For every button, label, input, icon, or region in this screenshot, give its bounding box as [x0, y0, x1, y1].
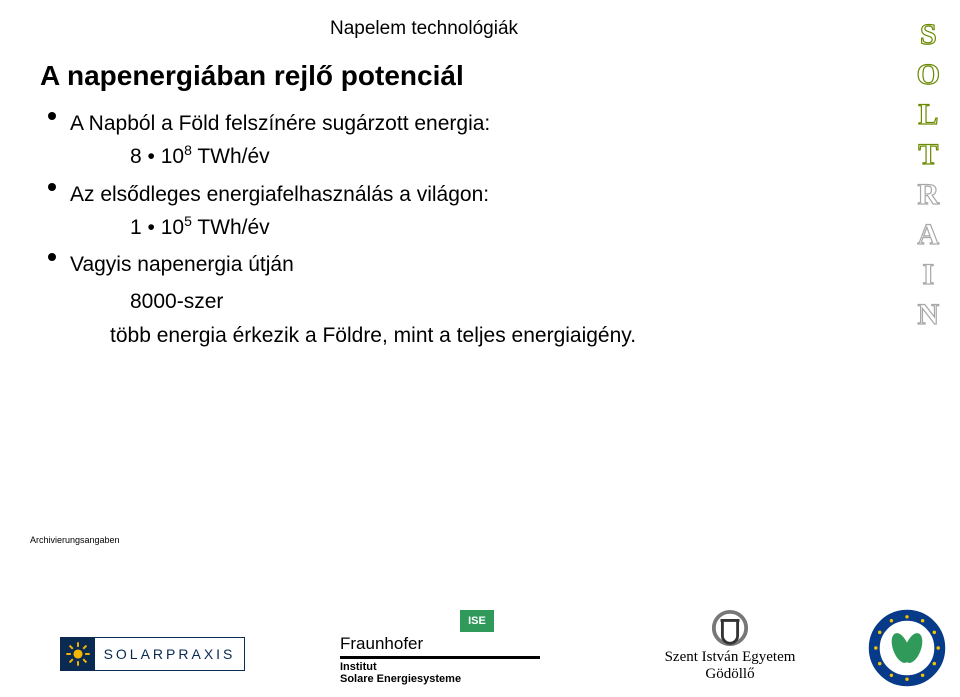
- pretitle: Napelem technológiák: [330, 18, 518, 40]
- brand-letter: O: [917, 58, 940, 92]
- f1-base: 8 • 10: [130, 145, 184, 168]
- solarpraxis-logo: SOLARPRAXIS: [60, 637, 245, 671]
- sun-icon: [61, 638, 95, 670]
- brand-letter: T: [918, 138, 938, 172]
- f1-exp: 8: [184, 142, 192, 158]
- university-block: Szent István Egyetem Gödöllő: [640, 609, 820, 683]
- bullet-3: Vagyis napenergia útján: [70, 251, 750, 278]
- f2-exp: 5: [184, 213, 192, 229]
- f2-unit: TWh/év: [192, 216, 270, 239]
- fraunhofer-sub1: Institut: [340, 661, 560, 673]
- f1-unit: TWh/év: [192, 145, 270, 168]
- fraunhofer-bar: [340, 656, 540, 659]
- closing-line: több energia érkezik a Földre, mint a te…: [110, 322, 750, 349]
- sun-svg: [65, 641, 91, 667]
- bullet-2: Az elsődleges energiafelhasználás a vilá…: [70, 181, 750, 208]
- brand-letter: A: [917, 218, 939, 252]
- ise-tag: ISE: [460, 610, 494, 632]
- university-line2: Gödöllő: [640, 666, 820, 683]
- f2-base: 1 • 10: [130, 216, 184, 239]
- formula-2: 1 • 105 TWh/év: [130, 212, 750, 241]
- bullet-1: A Napból a Föld felszínére sugárzott ene…: [70, 110, 750, 137]
- emphasis-line: 8000-szer: [130, 288, 750, 315]
- archiving-label: Archivierungsangaben: [30, 535, 120, 545]
- slide: Napelem technológiák A napenergiában rej…: [0, 0, 960, 697]
- brand-vertical: SOLTRAIN: [917, 18, 940, 332]
- fraunhofer-name: Fraunhofer: [340, 634, 560, 654]
- fraunhofer-block: ISE Fraunhofer Institut Solare Energiesy…: [340, 610, 560, 685]
- brand-letter: N: [917, 298, 939, 332]
- brand-letter: L: [918, 98, 938, 132]
- solarpraxis-text: SOLARPRAXIS: [95, 646, 244, 662]
- formula-1: 8 • 108 TWh/év: [130, 141, 750, 170]
- brand-letter: R: [917, 178, 939, 212]
- fraunhofer-sub2: Solare Energiesysteme: [340, 673, 560, 685]
- content-block: A Napból a Föld felszínére sugárzott ene…: [70, 110, 750, 349]
- altener-logo: [868, 609, 946, 687]
- brand-letter: S: [920, 18, 937, 52]
- slide-title: A napenergiában rejlő potenciál: [40, 60, 464, 92]
- university-crest-icon: [711, 609, 749, 647]
- university-line1: Szent István Egyetem: [640, 649, 820, 666]
- brand-letter: I: [922, 258, 934, 292]
